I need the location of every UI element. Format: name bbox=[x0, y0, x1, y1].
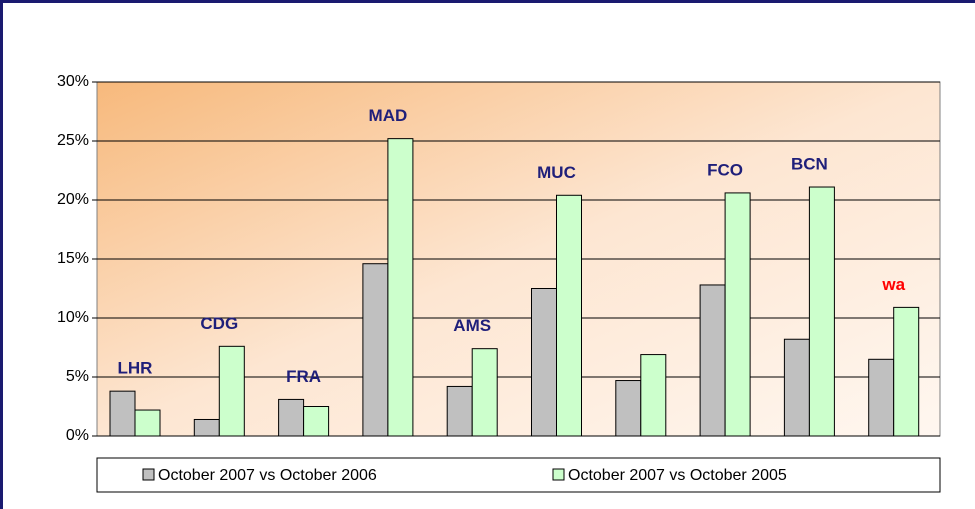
bar bbox=[278, 398, 305, 437]
bar bbox=[362, 263, 389, 437]
category-label: MUC bbox=[537, 163, 576, 182]
bar bbox=[303, 406, 330, 437]
bar bbox=[556, 194, 582, 437]
category-label: FRA bbox=[286, 367, 321, 386]
bar bbox=[893, 306, 920, 437]
legend-swatch bbox=[142, 468, 155, 481]
bar bbox=[699, 284, 726, 437]
category-label: LHR bbox=[118, 359, 153, 378]
y-tick-label: 20% bbox=[57, 191, 89, 208]
bar bbox=[446, 385, 473, 437]
bar bbox=[615, 380, 642, 437]
legend-label: October 2007 vs October 2006 bbox=[158, 467, 377, 484]
category-label: wa bbox=[881, 275, 905, 294]
y-tick-label: 25% bbox=[57, 132, 89, 149]
legend-box bbox=[96, 457, 941, 493]
bar bbox=[808, 186, 835, 437]
bar bbox=[531, 288, 557, 437]
bar bbox=[868, 358, 895, 437]
bar bbox=[134, 409, 161, 437]
bar bbox=[387, 138, 414, 437]
bar bbox=[193, 418, 220, 437]
category-label: MAD bbox=[369, 106, 408, 125]
y-tick-label: 5% bbox=[66, 368, 89, 385]
y-tick-label: 15% bbox=[57, 250, 89, 267]
bar bbox=[109, 390, 136, 437]
bar bbox=[218, 345, 245, 437]
bar bbox=[783, 338, 810, 437]
y-tick-label: 30% bbox=[57, 73, 89, 90]
bar bbox=[640, 354, 667, 437]
legend-label: October 2007 vs October 2005 bbox=[568, 467, 787, 484]
category-label: CDG bbox=[200, 314, 238, 333]
y-tick-label: 0% bbox=[66, 427, 89, 444]
category-label: FCO bbox=[707, 160, 743, 179]
y-tick-label: 10% bbox=[57, 309, 89, 326]
category-label: BCN bbox=[791, 155, 828, 174]
bar bbox=[471, 348, 498, 437]
bar bbox=[724, 192, 751, 437]
category-label: AMS bbox=[453, 316, 491, 335]
legend-swatch bbox=[552, 468, 565, 481]
